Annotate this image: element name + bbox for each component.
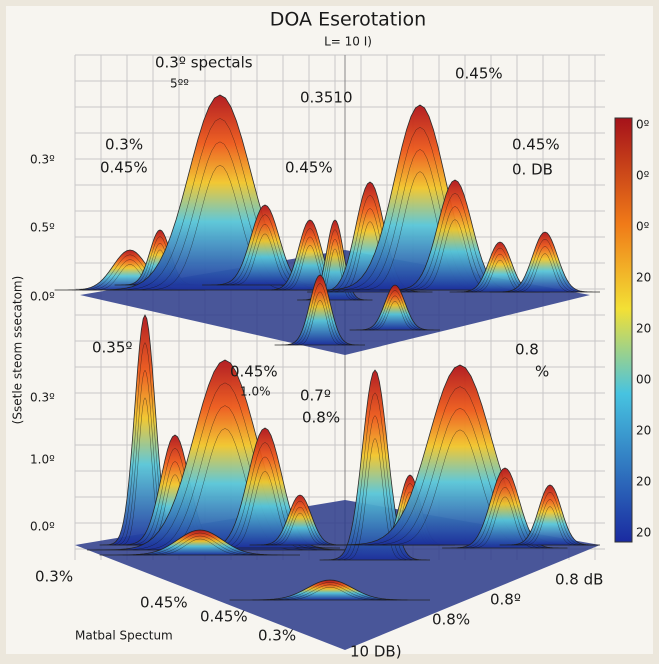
- colorbar-label: 20: [636, 424, 651, 438]
- annotation: 0.3º spectals: [155, 54, 253, 72]
- annotation: 0.45%: [455, 65, 503, 83]
- contour: [261, 500, 339, 546]
- annotation: 0.45%: [100, 159, 148, 177]
- peak: [499, 484, 601, 546]
- contour: [222, 470, 308, 549]
- contour: [252, 582, 408, 601]
- y-axis-title: (Ssetle steom ssecatom): [11, 276, 25, 425]
- contour: [143, 538, 257, 556]
- x-label: 0.8º: [490, 591, 521, 609]
- contour: [514, 253, 576, 293]
- y-tick-label: 0.0º: [30, 290, 55, 304]
- annotation: 0.45%: [512, 136, 560, 154]
- contour: [332, 392, 418, 561]
- y-tick-label: 0.3º: [30, 153, 55, 167]
- annotation: 0.8: [515, 341, 539, 359]
- contour: [273, 586, 387, 601]
- contour: [502, 238, 588, 293]
- y-tick-label: 0.5º: [30, 221, 55, 235]
- contour: [271, 512, 329, 546]
- annotation: 0.7º: [300, 387, 331, 405]
- y-tick-label: 0.0º: [30, 520, 55, 534]
- contour: [360, 290, 430, 331]
- contour: [142, 164, 298, 291]
- colorbar-label: 20: [636, 271, 651, 285]
- annotation: 0.3%: [105, 136, 143, 154]
- contour: [294, 299, 346, 346]
- contour: [289, 291, 351, 346]
- x-label: 0.3%: [258, 627, 296, 645]
- y-tick-label: 0.3º: [30, 391, 55, 405]
- x-label: 0.45%: [140, 594, 188, 612]
- subtitle: L= 10 I): [324, 35, 372, 49]
- x-label: 0.45%: [200, 608, 248, 626]
- contour: [285, 283, 355, 346]
- contour: [508, 246, 582, 293]
- contour: [364, 295, 426, 331]
- peak: [489, 231, 601, 293]
- contour: [456, 477, 554, 549]
- annotation: 0.35º: [92, 339, 132, 357]
- contour: [263, 584, 397, 601]
- annotation: %: [535, 363, 549, 381]
- x-label: 0.3%: [35, 568, 73, 586]
- contour: [122, 532, 278, 556]
- footer-label: Matbal Spectum: [75, 629, 173, 643]
- colorbar-label: 0º: [636, 118, 650, 132]
- peak: [297, 219, 373, 301]
- colorbar-label: 20: [636, 322, 651, 336]
- contour: [369, 300, 421, 331]
- annotation: 0.3510: [300, 89, 353, 107]
- annotation: 1.0%: [240, 385, 271, 399]
- colorbar-label: 0º: [636, 169, 650, 183]
- peak: [87, 359, 363, 551]
- contour: [516, 499, 584, 546]
- y-tick-label: 1.0º: [30, 453, 55, 467]
- colorbar: [614, 117, 633, 543]
- x-label: 0.8 dB: [555, 571, 603, 589]
- contour: [511, 491, 589, 546]
- peak: [349, 284, 441, 331]
- contour: [463, 486, 547, 549]
- footer-unit: 10 DB): [350, 643, 402, 661]
- surface: [54, 94, 601, 601]
- annotation: 0. DB: [512, 161, 553, 179]
- contour: [133, 535, 267, 556]
- contour: [469, 496, 541, 549]
- annotation: 5ºº: [170, 77, 189, 91]
- peak: [274, 274, 366, 346]
- annotation: 0.8%: [302, 409, 340, 427]
- colorbar-label: 20: [636, 475, 651, 489]
- colorbar-labels: 0º 0º 0º 20 20 00 20 20 20: [636, 118, 651, 540]
- contour: [266, 506, 334, 546]
- contour: [344, 437, 406, 561]
- annotation: 0.45%: [285, 159, 333, 177]
- peak: [319, 369, 431, 561]
- x-label: 0.8%: [432, 611, 470, 629]
- title: DOA Eserotation: [270, 9, 426, 31]
- colorbar-label: 00: [636, 373, 651, 387]
- contour: [338, 415, 412, 561]
- peak: [442, 467, 568, 549]
- colorbar-label: 0º: [636, 220, 650, 234]
- annotation: 0.45%: [230, 363, 278, 381]
- colorbar-label: 20: [636, 526, 651, 540]
- contour: [521, 506, 579, 546]
